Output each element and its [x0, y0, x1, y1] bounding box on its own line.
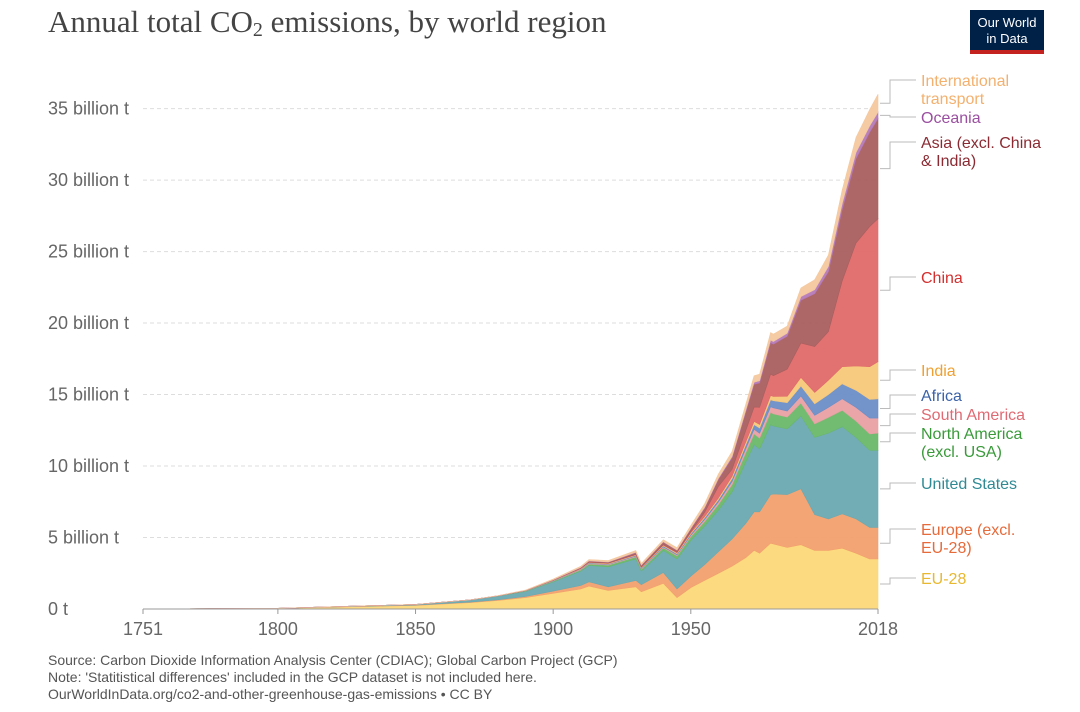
y-tick-label: 25 billion t [48, 242, 129, 262]
owid-logo[interactable]: Our World in Data [970, 10, 1044, 54]
x-tick-label: 1950 [671, 619, 711, 639]
label-connector [880, 577, 916, 585]
label-connector [880, 141, 916, 170]
chart-footer: Source: Carbon Dioxide Information Analy… [48, 652, 618, 703]
area-south-america [142, 395, 879, 610]
legend-label-international-transport: International [921, 73, 1009, 90]
label-connector [880, 482, 916, 490]
methodology-note: Note: 'Statitistical differences' includ… [48, 669, 537, 685]
legend-label-africa: Africa [921, 388, 962, 405]
y-tick-label: 30 billion t [48, 170, 129, 190]
area-eu-28 [142, 542, 879, 610]
legend-label-international-transport: transport [921, 91, 985, 108]
legend-label-asia-excl-china-india: Asia (excl. China [921, 135, 1041, 152]
legend-label-north-america-excl-usa: (excl. USA) [921, 444, 1002, 461]
label-connector [880, 528, 916, 544]
label-connector [880, 432, 916, 443]
area-international-transport [142, 94, 879, 610]
y-tick-label: 5 billion t [48, 528, 119, 548]
legend-label-europe-excl-eu-28: EU-28) [921, 540, 972, 557]
y-tick-label: 0 t [48, 599, 68, 619]
y-tick-label: 35 billion t [48, 99, 129, 119]
area-india [142, 361, 879, 610]
label-connector [880, 394, 916, 409]
area-africa [142, 383, 879, 610]
url-credit: OurWorldInData.org/co2-and-other-greenho… [48, 686, 493, 702]
chart-title: Annual total CO2 emissions, by world reg… [48, 4, 607, 41]
label-connector [880, 369, 916, 381]
area-united-states [142, 415, 879, 610]
x-tick-label: 1900 [533, 619, 573, 639]
x-tick-label: 1800 [258, 619, 298, 639]
legend-label-china: China [921, 270, 963, 287]
legend-label-south-america: South America [921, 407, 1025, 424]
legend-label-india: India [921, 363, 956, 380]
label-connector [880, 276, 916, 291]
legend-label-europe-excl-eu-28: Europe (excl. [921, 522, 1015, 539]
label-connector [880, 413, 916, 427]
legend-label-oceania: Oceania [921, 110, 981, 127]
area-north-america-excl-usa [142, 402, 879, 610]
logo-line-1: Our World [977, 15, 1037, 30]
area-asia-excl-china-india [142, 117, 879, 610]
area-china [142, 218, 879, 610]
legend-label-eu-28: EU-28 [921, 571, 966, 588]
legend-label-north-america-excl-usa: North America [921, 426, 1022, 443]
legend-label-asia-excl-china-india: & India) [921, 153, 976, 170]
area-europe-excl-eu-28 [142, 488, 879, 610]
logo-line-2: in Data [986, 31, 1028, 46]
y-tick-label: 10 billion t [48, 456, 129, 476]
y-tick-label: 20 billion t [48, 313, 129, 333]
area-oceania [142, 111, 879, 610]
source-note: Source: Carbon Dioxide Information Analy… [48, 652, 618, 668]
logo-accent-bar [970, 50, 1044, 54]
label-connector [880, 114, 916, 118]
y-tick-label: 15 billion t [48, 385, 129, 405]
legend-label-united-states: United States [921, 476, 1017, 493]
x-tick-label: 1850 [396, 619, 436, 639]
x-tick-label: 2018 [858, 619, 898, 639]
x-tick-label: 1751 [123, 619, 163, 639]
label-connector [880, 79, 916, 104]
